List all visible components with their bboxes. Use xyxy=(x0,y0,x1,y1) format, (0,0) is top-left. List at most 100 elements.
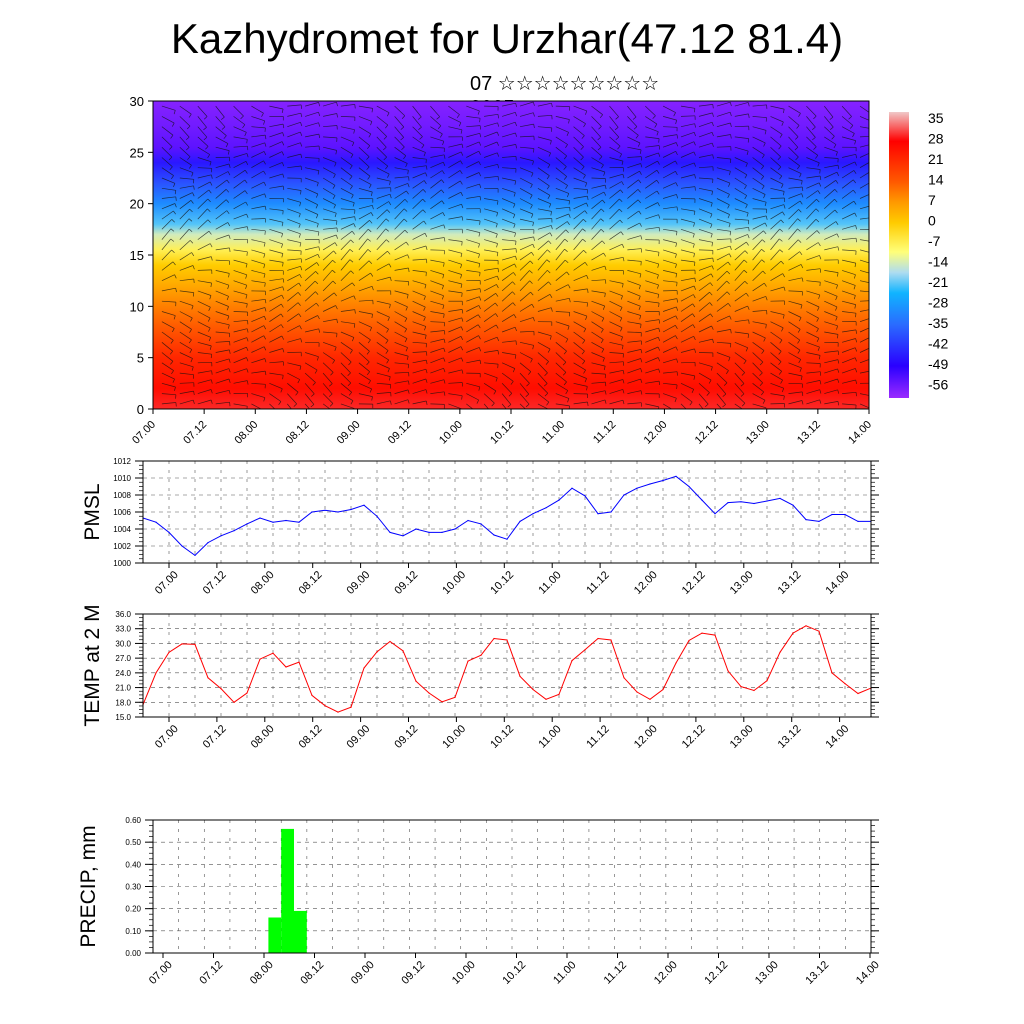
barb-shaft xyxy=(287,131,301,138)
barb-flag xyxy=(351,142,355,147)
barb-shaft xyxy=(537,114,552,117)
barb-flag xyxy=(568,119,570,124)
barb-shaft xyxy=(412,105,422,118)
barb-flag xyxy=(532,317,535,322)
barb-shaft xyxy=(394,399,409,405)
data-point xyxy=(818,630,820,632)
barb-shaft xyxy=(824,157,839,159)
barb-flag xyxy=(583,249,587,254)
barb-flag xyxy=(208,327,211,332)
barb-flag xyxy=(171,249,175,253)
barb-shaft xyxy=(609,189,621,199)
barb-shaft xyxy=(501,403,507,409)
x-tick-label: 11.00 xyxy=(536,723,563,750)
barb-shaft xyxy=(752,104,767,107)
barb-flag xyxy=(676,206,678,211)
barb-shaft xyxy=(698,154,713,158)
barb-shaft xyxy=(788,311,802,318)
data-point xyxy=(623,677,625,679)
barb-flag xyxy=(813,115,817,120)
barb-shaft xyxy=(627,368,641,374)
barb-shaft xyxy=(483,372,498,379)
barb-shaft xyxy=(806,136,817,148)
barb-flag xyxy=(281,243,284,248)
barb-flag xyxy=(622,174,625,179)
data-point xyxy=(493,637,495,640)
barb-shaft xyxy=(161,196,176,199)
barb-flag xyxy=(836,284,838,289)
barb-shaft xyxy=(430,338,445,343)
barb-flag xyxy=(837,389,840,394)
y-tick-label: 0.00 xyxy=(125,949,141,958)
barb-flag xyxy=(174,190,177,195)
barb-flag xyxy=(581,350,585,355)
barb-shaft xyxy=(591,126,601,138)
y-tick-label: 33.0 xyxy=(115,625,131,634)
barb-shaft xyxy=(537,362,548,374)
barb-shaft xyxy=(609,157,624,162)
barb-shaft xyxy=(734,269,745,281)
barb-flag xyxy=(300,266,303,271)
barb-flag xyxy=(459,180,463,185)
barb-flag xyxy=(315,291,319,295)
barb-shaft xyxy=(806,399,820,405)
barb-flag xyxy=(674,398,677,403)
barb-flag xyxy=(657,346,661,351)
barb-shaft xyxy=(591,177,606,179)
barb-flag xyxy=(597,147,602,151)
barb-flag xyxy=(799,200,803,205)
barb-shaft xyxy=(645,152,659,158)
barb-flag xyxy=(587,288,589,293)
barb-flag xyxy=(586,302,588,307)
barb-flag xyxy=(601,317,605,322)
barb-flag xyxy=(478,141,482,146)
barb-shaft xyxy=(627,358,641,364)
barb-flag xyxy=(282,348,285,353)
x-tick-label: 09.00 xyxy=(345,723,373,751)
barb-shaft xyxy=(323,101,337,107)
barb-flag xyxy=(730,134,732,139)
barb-flag xyxy=(169,166,173,171)
barb-shaft xyxy=(197,167,212,169)
barb-flag xyxy=(514,263,517,268)
barb-flag xyxy=(478,243,480,248)
barb-shaft xyxy=(376,276,391,282)
barb-flag xyxy=(745,163,748,168)
barb-flag xyxy=(299,242,302,247)
barb-shaft xyxy=(627,340,642,343)
barb-shaft xyxy=(591,341,604,350)
barb-flag xyxy=(812,126,816,130)
barb-flag xyxy=(705,415,708,418)
barb-flag xyxy=(658,302,660,308)
data-point xyxy=(857,520,859,523)
barb-flag xyxy=(479,296,482,301)
barb-shaft xyxy=(663,358,677,364)
barb-shaft xyxy=(663,298,677,302)
x-tick-label: 14.00 xyxy=(854,959,882,987)
barb-shaft xyxy=(680,285,695,292)
barb-shaft xyxy=(806,280,821,283)
barb-flag xyxy=(550,211,552,216)
barb-shaft xyxy=(663,228,678,232)
barb-shaft xyxy=(591,279,606,282)
barb-flag xyxy=(531,304,535,308)
barb-shaft xyxy=(752,403,767,409)
barb-shaft xyxy=(304,352,319,358)
barb-shaft xyxy=(734,292,747,302)
barb-flag xyxy=(854,140,857,145)
barb-flag xyxy=(675,315,678,320)
data-point xyxy=(168,651,170,653)
barb-flag xyxy=(371,108,374,113)
barb-shaft xyxy=(448,403,462,409)
barb-flag xyxy=(329,403,334,407)
barb-shaft xyxy=(859,171,869,179)
barb-shaft xyxy=(519,270,530,281)
barb-shaft xyxy=(358,177,372,185)
barb-flag xyxy=(386,359,389,364)
data-point xyxy=(610,639,612,641)
barb-flag xyxy=(797,350,801,354)
barb-shaft xyxy=(412,311,426,318)
barb-shaft xyxy=(340,167,353,177)
barb-shaft xyxy=(394,321,407,330)
barb-shaft xyxy=(394,254,408,261)
